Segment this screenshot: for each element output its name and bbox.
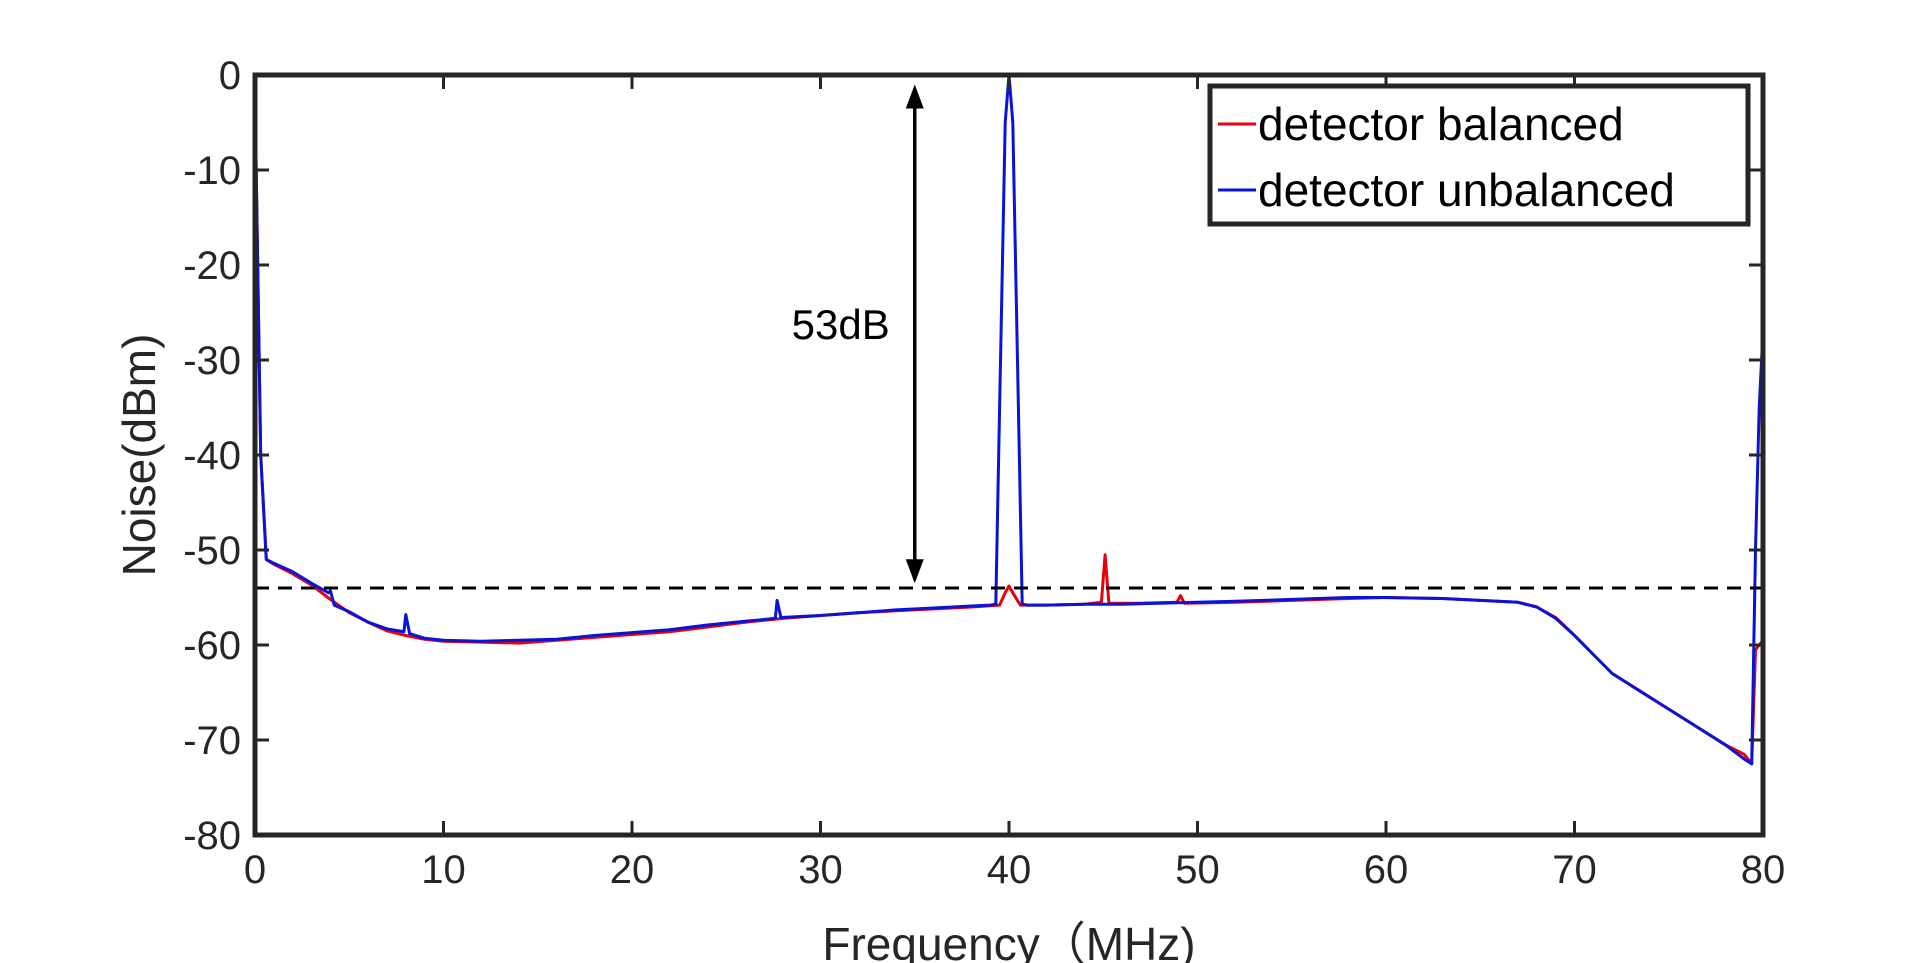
legend-label-unbalanced: detector unbalanced [1258, 164, 1675, 216]
x-tick-label: 30 [798, 848, 843, 892]
axes-frame [252, 72, 1766, 838]
y-tick-label: -40 [183, 434, 241, 478]
x-tick-label: 10 [421, 848, 466, 892]
annotation-arrowhead-bottom [905, 559, 924, 584]
annotation-arrowhead-top [905, 84, 924, 109]
x-tick-label: 20 [610, 848, 655, 892]
y-tick-label: -30 [183, 339, 241, 383]
series-line-detector-unbalanced [253, 73, 1765, 766]
annotation-layer: 53dB [792, 84, 924, 584]
legend-box [1207, 83, 1751, 227]
x-tick-label: 0 [244, 848, 266, 892]
x-tick-label: 70 [1552, 848, 1597, 892]
y-tick-label: -10 [183, 149, 241, 193]
y-tick-label: 0 [219, 54, 241, 98]
y-tick-label: -80 [183, 814, 241, 858]
annotation-label: 53dB [792, 301, 890, 348]
legend-label-balanced: detector balanced [1258, 98, 1624, 150]
x-tick-label: 40 [987, 848, 1032, 892]
y-tick-label: -60 [183, 624, 241, 668]
y-tick-label: -20 [183, 244, 241, 288]
y-tick-labels: 0 -10 -20 -30 -40 -50 -60 -70 -80 [183, 54, 241, 858]
x-axis-label: Frequency（MHz) [822, 918, 1195, 963]
y-tick-label: -50 [183, 529, 241, 573]
x-tick-label: 60 [1364, 848, 1409, 892]
legend: detector balanced detector unbalanced [1207, 83, 1751, 227]
y-tick-label: -70 [183, 719, 241, 763]
x-tick-label: 80 [1741, 848, 1786, 892]
y-axis-label: Noise(dBm) [113, 334, 165, 577]
x-tick-label: 50 [1175, 848, 1220, 892]
series-layer [253, 73, 1765, 766]
x-tick-labels: 0 10 20 30 40 50 60 70 80 [244, 848, 1785, 892]
